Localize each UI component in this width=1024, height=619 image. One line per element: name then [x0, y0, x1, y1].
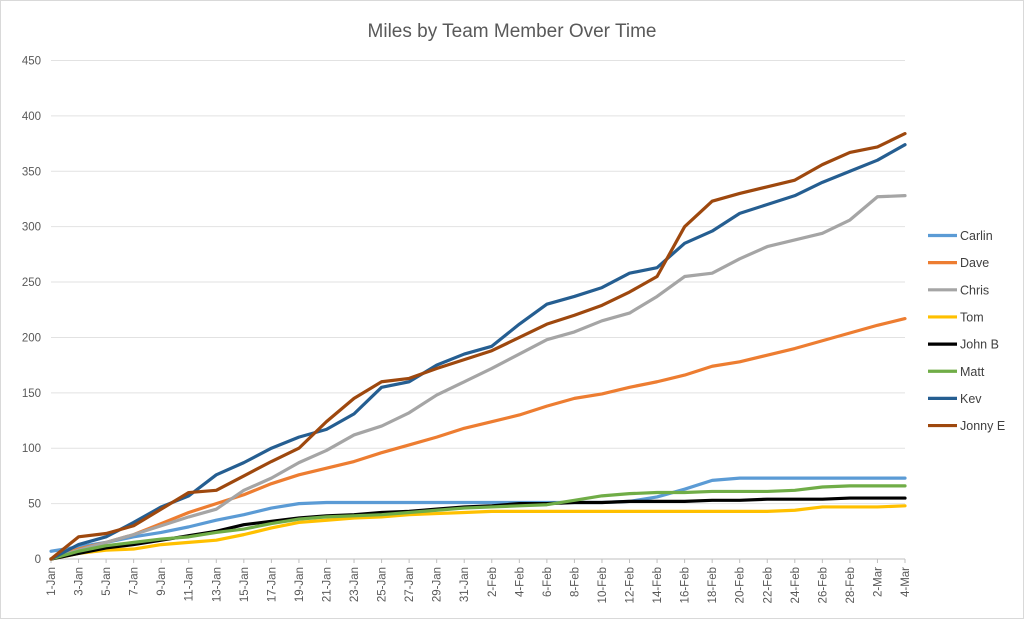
legend-label: Carlin [960, 229, 993, 243]
x-axis-tick-label: 26-Feb [817, 567, 829, 603]
legend-label: Kev [960, 392, 982, 406]
series-line-carlin[interactable] [49, 476, 907, 553]
legend-item-carlin[interactable]: Carlin [928, 229, 993, 243]
series-line-matt[interactable] [49, 484, 907, 561]
x-axis-tick-label: 18-Feb [707, 567, 719, 603]
legend-item-tom[interactable]: Tom [928, 310, 984, 324]
x-axis-tick-label: 5-Jan [101, 567, 113, 596]
x-axis-tick-label: 7-Jan [129, 567, 141, 596]
legend-label: Tom [960, 310, 984, 324]
x-axis-tick-label: 22-Feb [762, 567, 774, 603]
x-axis-tick-label: 16-Feb [680, 567, 692, 603]
x-axis-tick-label: 3-Jan [74, 567, 86, 596]
legend-item-kev[interactable]: Kev [928, 392, 982, 406]
x-axis-tick-label: 1-Jan [46, 567, 58, 596]
legend-item-dave[interactable]: Dave [928, 256, 989, 270]
legend-item-chris[interactable]: Chris [928, 283, 989, 297]
legend-label: Matt [960, 365, 985, 379]
x-axis-tick-label: 24-Feb [790, 567, 802, 603]
chart-title[interactable]: Miles by Team Member Over Time [368, 21, 657, 42]
series-line-tom[interactable] [49, 504, 907, 561]
x-axis-tick-label: 25-Jan [377, 567, 389, 602]
x-axis-tick-label: 21-Jan [321, 567, 333, 602]
x-axis-tick-label: 10-Feb [597, 567, 609, 603]
legend-item-john-b[interactable]: John B [928, 338, 999, 352]
y-axis-tick-label: 50 [28, 499, 41, 511]
x-axis-tick-label: 31-Jan [459, 567, 471, 602]
gridlines: 0 50 100 150 200 250 300 350 400 450 [22, 56, 905, 566]
x-axis-tick-label: 11-Jan [184, 567, 196, 601]
series-line-jonny-e[interactable] [49, 132, 907, 561]
x-axis-tick-label: 27-Jan [404, 567, 416, 602]
legend-item-matt[interactable]: Matt [928, 365, 985, 379]
x-axis-tick-label: 28-Feb [845, 567, 857, 603]
x-axis-tick-label: 9-Jan [156, 567, 168, 596]
legend-label: Jonny E [960, 419, 1005, 433]
x-axis-tick-label: 4-Feb [514, 567, 526, 597]
x-axis-tick-label: 20-Feb [735, 567, 747, 603]
y-axis-tick-label: 350 [22, 166, 41, 178]
legend-label: John B [960, 338, 999, 352]
legend: Carlin Dave Chris Tom John B Matt Kev Jonny E [928, 229, 1005, 433]
x-axis-tick-label: 2-Mar [872, 567, 884, 597]
x-axis-tick-label: 12-Feb [625, 567, 637, 603]
x-axis-tick-label: 14-Feb [652, 567, 664, 603]
x-axis-tick-label: 15-Jan [239, 567, 251, 602]
legend-label: Chris [960, 283, 989, 297]
series-line-dave[interactable] [49, 317, 907, 561]
x-axis-tick-label: 13-Jan [211, 567, 223, 602]
y-axis-tick-label: 450 [22, 56, 41, 68]
x-axis-tick-label: 23-Jan [349, 567, 361, 602]
series-line-chris[interactable] [49, 194, 907, 561]
x-axis-tick-label: 4-Mar [900, 567, 912, 597]
y-axis-tick-label: 250 [22, 277, 41, 289]
legend-item-jonny-e[interactable]: Jonny E [928, 419, 1005, 433]
x-axis-tick-label: 29-Jan [432, 567, 444, 602]
x-axis: 1-Jan 3-Jan 5-Jan 7-Jan 9-Jan 11-Jan 13-Jan 15-… [46, 558, 912, 603]
x-axis-tick-label: 19-Jan [294, 567, 306, 602]
data-series [49, 132, 907, 561]
y-axis-tick-label: 300 [22, 222, 41, 234]
x-axis-tick-label: 2-Feb [487, 567, 499, 597]
y-axis-tick-label: 100 [22, 443, 41, 455]
legend-label: Dave [960, 256, 989, 270]
x-axis-tick-label: 6-Feb [542, 567, 554, 597]
x-axis-tick-label: 8-Feb [569, 567, 581, 597]
y-axis-tick-label: 200 [22, 332, 41, 344]
y-axis-tick-label: 400 [22, 111, 41, 123]
x-axis-tick-label: 17-Jan [266, 567, 278, 602]
y-axis-tick-label: 0 [35, 554, 41, 566]
y-axis-tick-label: 150 [22, 388, 41, 400]
